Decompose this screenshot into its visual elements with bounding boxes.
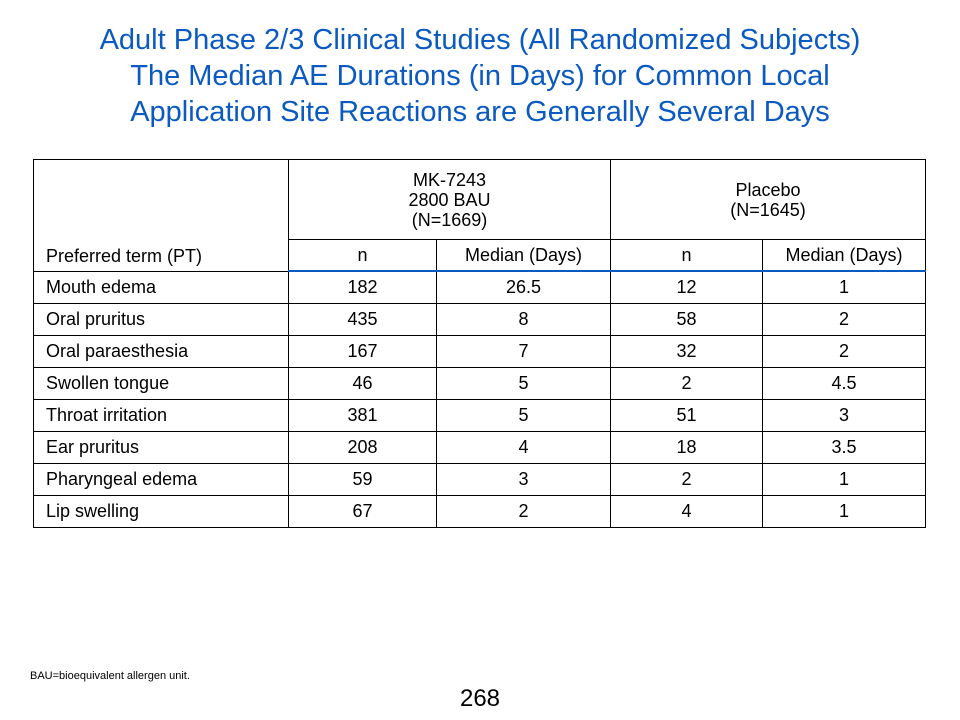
mk7243-group-header: MK-7243 2800 BAU (N=1669) bbox=[288, 159, 611, 240]
pl-median-cell: 4.5 bbox=[761, 367, 927, 400]
term-cell: Swollen tongue bbox=[33, 367, 289, 400]
mk-n-cell: 46 bbox=[288, 367, 437, 400]
mk-median-cell: 26.5 bbox=[436, 270, 611, 304]
pl-median-cell: 2 bbox=[761, 335, 927, 368]
mk-n-cell: 59 bbox=[288, 463, 437, 496]
table-row: Swollen tongue 46 5 2 4.5 bbox=[33, 367, 927, 400]
mk-median-cell: 3 bbox=[436, 463, 611, 496]
footnote: BAU=bioequivalent allergen unit. bbox=[30, 670, 190, 682]
ae-duration-table: Preferred term (PT) MK-7243 2800 BAU (N=… bbox=[33, 159, 927, 528]
title-line-3: Application Site Reactions are Generally… bbox=[130, 96, 830, 128]
pl-n-cell: 2 bbox=[610, 367, 763, 400]
mk-median-cell: 8 bbox=[436, 303, 611, 336]
slide-title: Adult Phase 2/3 Clinical Studies (All Ra… bbox=[0, 22, 960, 130]
mk-n-cell: 67 bbox=[288, 495, 437, 528]
preferred-term-header: Preferred term (PT) bbox=[33, 159, 289, 272]
pl-n-cell: 12 bbox=[610, 270, 763, 304]
title-line-1: Adult Phase 2/3 Clinical Studies (All Ra… bbox=[99, 24, 861, 56]
table-row: Ear pruritus 208 4 18 3.5 bbox=[33, 431, 927, 464]
term-cell: Throat irritation bbox=[33, 399, 289, 432]
col-header-pl-median: Median (Days) bbox=[761, 239, 927, 272]
mk-median-cell: 7 bbox=[436, 335, 611, 368]
pl-median-cell: 2 bbox=[761, 303, 927, 336]
placebo-n: (N=1645) bbox=[730, 199, 806, 220]
col-header-mk-median: Median (Days) bbox=[436, 239, 611, 272]
table-row: Lip swelling 67 2 4 1 bbox=[33, 495, 927, 528]
mk-n-cell: 167 bbox=[288, 335, 437, 368]
pl-median-cell: 3 bbox=[761, 399, 927, 432]
pl-median-cell: 3.5 bbox=[761, 431, 927, 464]
mk-n-cell: 435 bbox=[288, 303, 437, 336]
pl-n-cell: 32 bbox=[610, 335, 763, 368]
term-cell: Pharyngeal edema bbox=[33, 463, 289, 496]
pl-median-cell: 1 bbox=[761, 495, 927, 528]
mk-n-cell: 381 bbox=[288, 399, 437, 432]
table-row: Oral pruritus 435 8 58 2 bbox=[33, 303, 927, 336]
table-row: Oral paraesthesia 167 7 32 2 bbox=[33, 335, 927, 368]
mk-median-cell: 2 bbox=[436, 495, 611, 528]
pl-median-cell: 1 bbox=[761, 463, 927, 496]
term-cell: Oral paraesthesia bbox=[33, 335, 289, 368]
col-header-mk-n: n bbox=[288, 239, 437, 272]
mk-n-cell: 182 bbox=[288, 270, 437, 304]
table-row: Mouth edema 182 26.5 12 1 bbox=[33, 270, 927, 304]
placebo-group-header: Placebo (N=1645) bbox=[609, 159, 927, 240]
mk7243-dose: 2800 BAU bbox=[408, 189, 491, 210]
mk-median-cell: 4 bbox=[436, 431, 611, 464]
mk-median-cell: 5 bbox=[436, 367, 611, 400]
title-line-2: The Median AE Durations (in Days) for Co… bbox=[130, 60, 830, 92]
pl-n-cell: 18 bbox=[610, 431, 763, 464]
pl-n-cell: 51 bbox=[610, 399, 763, 432]
table-row: Throat irritation 381 5 51 3 bbox=[33, 399, 927, 432]
mk7243-n: (N=1669) bbox=[411, 209, 488, 230]
term-cell: Lip swelling bbox=[33, 495, 289, 528]
term-cell: Mouth edema bbox=[33, 270, 289, 304]
mk7243-label: MK-7243 bbox=[412, 169, 487, 190]
term-cell: Ear pruritus bbox=[33, 431, 289, 464]
page-number: 268 bbox=[459, 685, 501, 712]
pl-median-cell: 1 bbox=[761, 270, 927, 304]
placebo-label: Placebo bbox=[735, 179, 801, 200]
pl-n-cell: 2 bbox=[610, 463, 763, 496]
mk-n-cell: 208 bbox=[288, 431, 437, 464]
table-row: Pharyngeal edema 59 3 2 1 bbox=[33, 463, 927, 496]
pl-n-cell: 58 bbox=[610, 303, 763, 336]
col-header-pl-n: n bbox=[610, 239, 763, 272]
pl-n-cell: 4 bbox=[610, 495, 763, 528]
mk-median-cell: 5 bbox=[436, 399, 611, 432]
term-cell: Oral pruritus bbox=[33, 303, 289, 336]
